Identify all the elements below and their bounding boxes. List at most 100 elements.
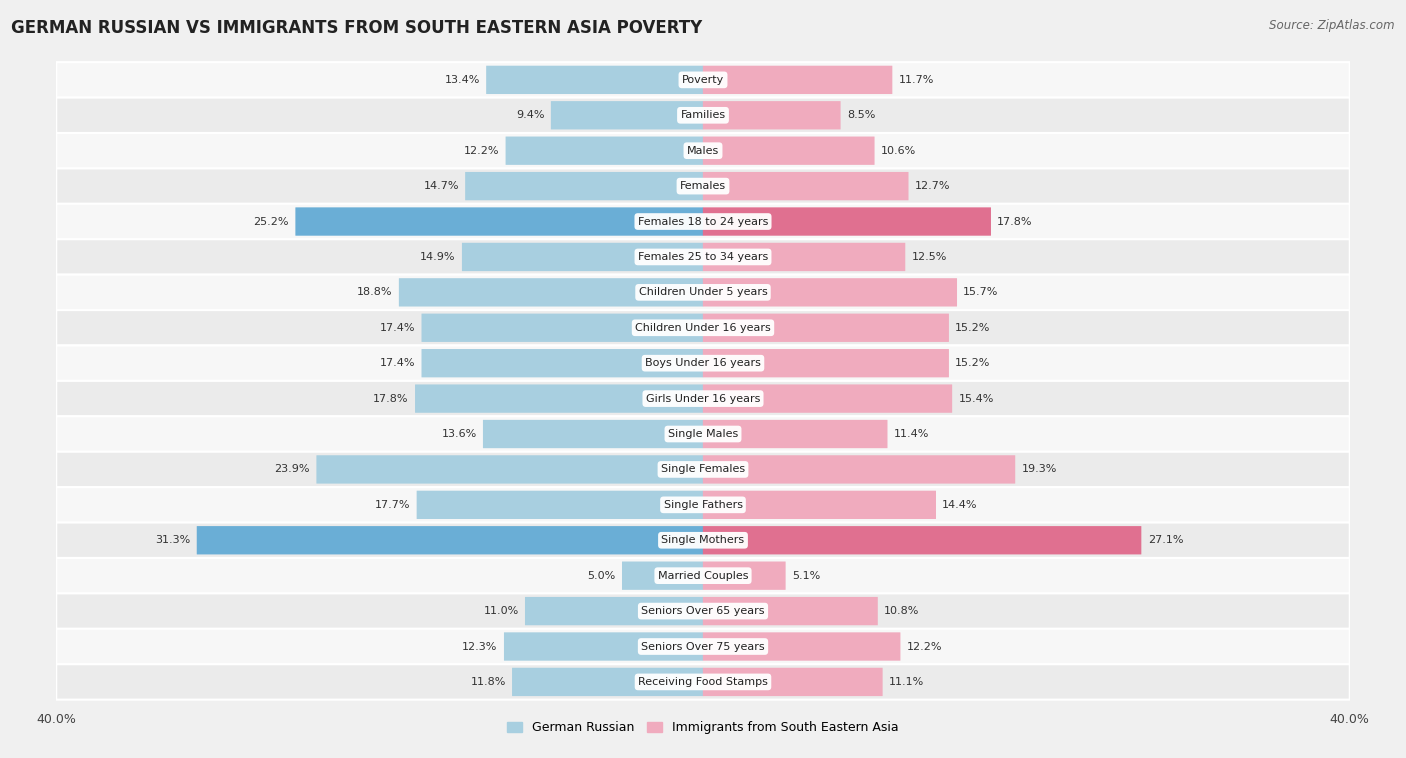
FancyBboxPatch shape <box>56 381 1350 416</box>
FancyBboxPatch shape <box>399 278 703 306</box>
FancyBboxPatch shape <box>703 208 991 236</box>
Text: Boys Under 16 years: Boys Under 16 years <box>645 359 761 368</box>
Text: Girls Under 16 years: Girls Under 16 years <box>645 393 761 403</box>
Text: 11.0%: 11.0% <box>484 606 519 616</box>
Text: GERMAN RUSSIAN VS IMMIGRANTS FROM SOUTH EASTERN ASIA POVERTY: GERMAN RUSSIAN VS IMMIGRANTS FROM SOUTH … <box>11 19 703 37</box>
FancyBboxPatch shape <box>703 314 949 342</box>
Text: Married Couples: Married Couples <box>658 571 748 581</box>
Text: 12.2%: 12.2% <box>907 641 942 652</box>
FancyBboxPatch shape <box>703 456 1015 484</box>
FancyBboxPatch shape <box>703 172 908 200</box>
FancyBboxPatch shape <box>703 349 949 377</box>
FancyBboxPatch shape <box>56 133 1350 168</box>
Text: Source: ZipAtlas.com: Source: ZipAtlas.com <box>1270 19 1395 32</box>
Text: 11.4%: 11.4% <box>894 429 929 439</box>
FancyBboxPatch shape <box>512 668 703 696</box>
Text: 12.3%: 12.3% <box>463 641 498 652</box>
FancyBboxPatch shape <box>503 632 703 661</box>
Text: 13.4%: 13.4% <box>444 75 479 85</box>
Text: 5.0%: 5.0% <box>588 571 616 581</box>
FancyBboxPatch shape <box>316 456 703 484</box>
Text: Single Males: Single Males <box>668 429 738 439</box>
Text: Children Under 5 years: Children Under 5 years <box>638 287 768 297</box>
Text: 23.9%: 23.9% <box>274 465 311 475</box>
Text: 17.7%: 17.7% <box>375 500 411 510</box>
Text: Single Females: Single Females <box>661 465 745 475</box>
Text: Males: Males <box>688 146 718 155</box>
Text: Seniors Over 65 years: Seniors Over 65 years <box>641 606 765 616</box>
Text: 17.8%: 17.8% <box>997 217 1033 227</box>
FancyBboxPatch shape <box>703 562 786 590</box>
Text: 10.6%: 10.6% <box>880 146 917 155</box>
Text: 8.5%: 8.5% <box>846 110 876 121</box>
FancyBboxPatch shape <box>415 384 703 413</box>
FancyBboxPatch shape <box>551 101 703 130</box>
Text: 5.1%: 5.1% <box>792 571 820 581</box>
Text: Families: Families <box>681 110 725 121</box>
Text: 9.4%: 9.4% <box>516 110 544 121</box>
Text: Single Mothers: Single Mothers <box>661 535 745 545</box>
FancyBboxPatch shape <box>56 98 1350 133</box>
FancyBboxPatch shape <box>422 314 703 342</box>
Text: Females 25 to 34 years: Females 25 to 34 years <box>638 252 768 262</box>
Text: 19.3%: 19.3% <box>1022 465 1057 475</box>
FancyBboxPatch shape <box>56 240 1350 274</box>
FancyBboxPatch shape <box>486 66 703 94</box>
FancyBboxPatch shape <box>465 172 703 200</box>
Text: 10.8%: 10.8% <box>884 606 920 616</box>
Text: 14.7%: 14.7% <box>423 181 458 191</box>
FancyBboxPatch shape <box>482 420 703 448</box>
FancyBboxPatch shape <box>703 66 893 94</box>
FancyBboxPatch shape <box>56 664 1350 700</box>
Text: 17.4%: 17.4% <box>380 359 415 368</box>
Text: 17.8%: 17.8% <box>373 393 409 403</box>
Text: Receiving Food Stamps: Receiving Food Stamps <box>638 677 768 687</box>
FancyBboxPatch shape <box>197 526 703 554</box>
Text: 31.3%: 31.3% <box>155 535 190 545</box>
FancyBboxPatch shape <box>524 597 703 625</box>
FancyBboxPatch shape <box>703 420 887 448</box>
FancyBboxPatch shape <box>56 487 1350 522</box>
FancyBboxPatch shape <box>422 349 703 377</box>
Text: 15.2%: 15.2% <box>955 323 991 333</box>
FancyBboxPatch shape <box>703 597 877 625</box>
FancyBboxPatch shape <box>703 384 952 413</box>
Text: Seniors Over 75 years: Seniors Over 75 years <box>641 641 765 652</box>
FancyBboxPatch shape <box>703 101 841 130</box>
FancyBboxPatch shape <box>56 274 1350 310</box>
FancyBboxPatch shape <box>56 310 1350 346</box>
FancyBboxPatch shape <box>56 452 1350 487</box>
Text: 13.6%: 13.6% <box>441 429 477 439</box>
Text: Children Under 16 years: Children Under 16 years <box>636 323 770 333</box>
Text: 11.8%: 11.8% <box>471 677 506 687</box>
FancyBboxPatch shape <box>703 490 936 519</box>
FancyBboxPatch shape <box>703 632 900 661</box>
Text: 15.4%: 15.4% <box>959 393 994 403</box>
Text: 14.9%: 14.9% <box>420 252 456 262</box>
FancyBboxPatch shape <box>56 168 1350 204</box>
Text: 15.2%: 15.2% <box>955 359 991 368</box>
Text: Poverty: Poverty <box>682 75 724 85</box>
Text: Single Fathers: Single Fathers <box>664 500 742 510</box>
FancyBboxPatch shape <box>56 594 1350 629</box>
FancyBboxPatch shape <box>56 204 1350 240</box>
Text: 27.1%: 27.1% <box>1147 535 1182 545</box>
FancyBboxPatch shape <box>703 668 883 696</box>
Text: Females 18 to 24 years: Females 18 to 24 years <box>638 217 768 227</box>
FancyBboxPatch shape <box>463 243 703 271</box>
Text: 15.7%: 15.7% <box>963 287 998 297</box>
Legend: German Russian, Immigrants from South Eastern Asia: German Russian, Immigrants from South Ea… <box>508 722 898 735</box>
FancyBboxPatch shape <box>56 62 1350 98</box>
FancyBboxPatch shape <box>703 136 875 165</box>
FancyBboxPatch shape <box>295 208 703 236</box>
Text: 11.7%: 11.7% <box>898 75 934 85</box>
Text: 12.5%: 12.5% <box>911 252 948 262</box>
Text: 12.2%: 12.2% <box>464 146 499 155</box>
FancyBboxPatch shape <box>56 416 1350 452</box>
FancyBboxPatch shape <box>621 562 703 590</box>
FancyBboxPatch shape <box>56 522 1350 558</box>
Text: 18.8%: 18.8% <box>357 287 392 297</box>
Text: 12.7%: 12.7% <box>915 181 950 191</box>
Text: Females: Females <box>681 181 725 191</box>
FancyBboxPatch shape <box>56 558 1350 594</box>
